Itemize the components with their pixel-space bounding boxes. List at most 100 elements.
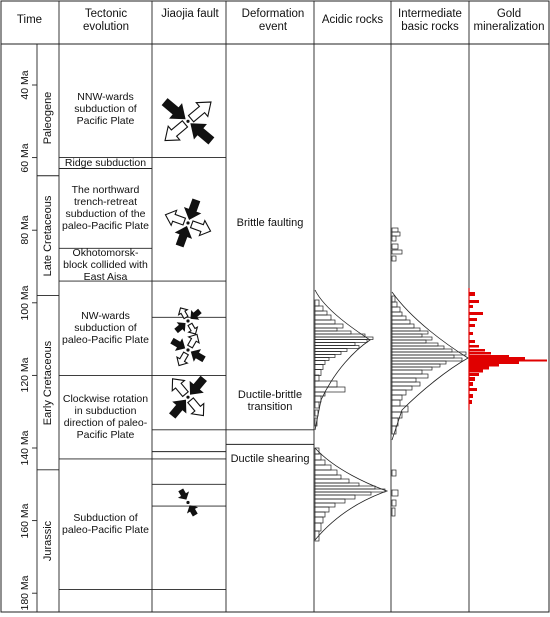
histogram-bar	[391, 342, 439, 347]
histogram-bar	[391, 369, 423, 375]
histogram-bar	[314, 494, 356, 500]
histogram-bar	[314, 511, 326, 518]
histogram-bar	[314, 357, 330, 361]
stress-arrow	[183, 198, 202, 220]
histogram-bar	[314, 530, 320, 542]
histogram-bar	[314, 498, 346, 504]
histogram-bar	[314, 506, 330, 513]
time-header: Time	[16, 14, 43, 26]
histogram-bar	[391, 306, 401, 313]
histogram-bar	[391, 348, 453, 353]
tectonic-header: Tectonic evolution	[82, 8, 130, 33]
stress-arrow	[190, 123, 215, 145]
tick-label: 180 Ma	[19, 575, 31, 611]
histogram-bar	[314, 380, 338, 388]
histogram-bar	[469, 369, 483, 373]
histogram-bar	[391, 389, 407, 396]
histogram-bar	[391, 323, 415, 329]
tick-label: 40 Ma	[19, 70, 31, 100]
histogram-bar	[314, 345, 360, 349]
stress-arrow	[187, 397, 205, 417]
ne-extension-nnw-compression-stress-icon	[164, 198, 212, 248]
tick-label: 160 Ma	[19, 503, 31, 539]
histogram-bar	[391, 249, 403, 255]
histogram-bar	[469, 361, 519, 364]
histogram-bar	[314, 485, 376, 490]
histogram-bar	[469, 345, 479, 348]
histogram-bar	[391, 489, 399, 497]
rock-histograms	[314, 227, 547, 542]
stress-arrow	[169, 399, 187, 419]
intermediate-histogram	[391, 227, 467, 517]
histogram-bar	[391, 231, 401, 237]
histogram-bar	[314, 491, 372, 496]
stress-center-dot	[186, 500, 190, 505]
histogram-bar	[391, 394, 403, 401]
tick-label: 140 Ma	[19, 430, 31, 466]
histogram-bar	[314, 305, 324, 312]
tectonic-event: Ridge subduction	[64, 157, 147, 170]
stress-arrow	[186, 505, 199, 517]
histogram-bar	[469, 324, 475, 327]
stress-arrow	[189, 375, 207, 395]
histogram-bar	[391, 345, 445, 350]
histogram-bar	[314, 330, 352, 335]
histogram-bar	[314, 310, 328, 316]
histogram-bar	[391, 354, 455, 359]
histogram-bar	[391, 377, 417, 383]
deformation-header: Deformation event	[241, 8, 305, 33]
histogram-bar	[469, 332, 473, 335]
histogram-bar	[391, 373, 429, 379]
stress-arrow	[177, 488, 190, 500]
histogram-bar	[469, 349, 485, 352]
histogram-bar	[314, 339, 368, 343]
stress-arrow	[170, 337, 186, 351]
histogram-bar	[469, 366, 489, 370]
histogram-bar	[469, 340, 475, 343]
histogram-bar	[391, 363, 441, 368]
histogram-bar	[391, 339, 427, 344]
histogram-bar	[391, 507, 396, 517]
stress-arrow	[190, 308, 202, 320]
histogram-bar	[391, 295, 396, 303]
intermediate-header: Intermediate basic rocks	[398, 8, 462, 33]
histogram-bar	[391, 301, 398, 308]
histogram-bar	[391, 243, 399, 250]
histogram-bar	[391, 330, 429, 335]
histogram-bar	[391, 235, 397, 242]
histogram-bar	[469, 305, 473, 308]
stress-arrow	[177, 307, 189, 320]
tick-label: 60 Ma	[19, 143, 31, 173]
histogram-bar	[391, 360, 447, 365]
histogram-bar	[314, 348, 348, 352]
histogram-bar	[314, 360, 326, 365]
histogram-bar	[314, 482, 360, 487]
histogram-bar	[391, 315, 407, 321]
histogram-bar	[391, 357, 463, 362]
histogram-bar	[314, 464, 332, 471]
stress-arrow	[174, 225, 193, 248]
deformation-event: Ductile-brittle transition	[230, 388, 310, 413]
histogram-bar	[469, 400, 472, 404]
histogram-bar	[314, 409, 319, 417]
histogram-bar	[391, 319, 411, 325]
tectonic-event: NW-wards subduction of paleo-Pacific Pla…	[62, 310, 149, 347]
histogram-bar	[314, 401, 320, 409]
tectonic-event: Okhotomorsk-block collided with East Ais…	[63, 246, 148, 283]
histogram-bar	[469, 357, 525, 360]
stress-arrow	[174, 322, 186, 334]
stress-center-dot	[186, 221, 190, 225]
histogram-bar	[469, 300, 479, 303]
histogram-bar	[391, 336, 433, 341]
histogram-bar	[469, 388, 477, 391]
stress-center-dot	[186, 119, 190, 123]
histogram-bar	[314, 502, 336, 508]
nnw-compression-stress-icon	[161, 98, 215, 145]
stress-center-dot	[186, 395, 190, 399]
histogram-bar	[391, 366, 433, 371]
period-label: Early Cretaceous	[42, 340, 54, 425]
period-label: Jurassic	[42, 520, 54, 562]
event-dividers	[59, 157, 314, 591]
stress-arrow	[171, 378, 189, 398]
